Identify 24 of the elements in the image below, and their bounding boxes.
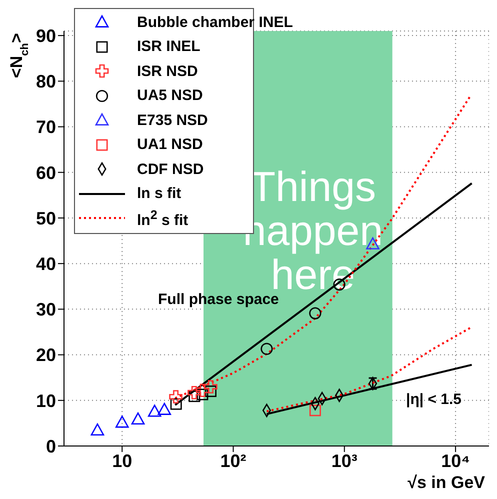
legend-label: ISR NSD xyxy=(137,62,198,80)
y-tick-label: 20 xyxy=(36,345,56,366)
x-tick-label: 10³ xyxy=(331,450,358,471)
y-tick-label: 40 xyxy=(36,254,56,274)
x-tick-label: 10 xyxy=(112,450,132,471)
y-tick-label: 80 xyxy=(36,72,56,92)
x-tick-label: 10² xyxy=(220,450,246,471)
legend-label: ln s fit xyxy=(137,185,182,202)
x-tick-label: 10⁴ xyxy=(441,450,470,471)
x-axis-title: √s in GeV xyxy=(408,473,486,492)
legend-label: UA1 NSD xyxy=(137,136,203,154)
y-tick-label: 70 xyxy=(36,117,56,138)
legend-label: ln$^{2}$ s fit xyxy=(137,208,188,229)
y-tick-label: 30 xyxy=(36,300,56,320)
y-tick-label: 90 xyxy=(36,26,56,46)
y-tick-label: 0 xyxy=(46,436,56,456)
annotation: |η| < 1.5 xyxy=(406,391,462,408)
y-tick-label: 60 xyxy=(36,162,56,183)
legend-label: CDF NSD xyxy=(137,160,204,178)
legend-label: E735 NSD xyxy=(137,112,208,129)
legend-label: UA5 NSD xyxy=(137,87,203,104)
y-tick-label: 50 xyxy=(36,208,56,228)
legend-label: ISR INEL xyxy=(137,38,200,56)
y-tick-label: 10 xyxy=(36,390,56,411)
